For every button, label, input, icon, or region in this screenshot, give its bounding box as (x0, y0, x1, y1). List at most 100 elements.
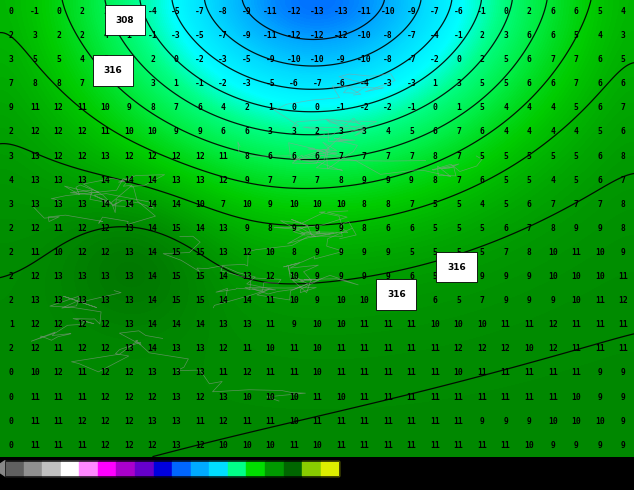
Text: 10: 10 (313, 368, 322, 377)
Text: 13: 13 (54, 296, 63, 305)
Text: 12: 12 (54, 320, 63, 329)
Text: 9: 9 (385, 175, 391, 185)
Text: 7: 7 (621, 103, 626, 112)
Text: 1: 1 (127, 31, 131, 40)
Text: -30: -30 (74, 478, 86, 484)
Text: 9: 9 (268, 200, 273, 209)
Text: -1: -1 (30, 7, 40, 16)
Text: 10: 10 (313, 344, 322, 353)
Text: 8: 8 (150, 103, 155, 112)
Text: 12: 12 (195, 151, 205, 161)
Text: 9: 9 (503, 296, 508, 305)
Text: 12: 12 (77, 320, 87, 329)
Text: 8: 8 (32, 79, 37, 88)
Text: -10: -10 (357, 55, 372, 64)
Text: 5: 5 (503, 200, 508, 209)
Text: 9: 9 (527, 416, 531, 426)
Text: 5: 5 (456, 224, 461, 233)
Text: 11: 11 (383, 320, 393, 329)
Text: 12: 12 (77, 224, 87, 233)
Text: 4: 4 (550, 127, 555, 136)
Text: -7: -7 (218, 31, 228, 40)
Text: 11: 11 (406, 344, 417, 353)
Text: 8: 8 (339, 175, 343, 185)
Text: 14: 14 (171, 200, 181, 209)
Text: 15: 15 (195, 272, 205, 281)
Text: 13: 13 (101, 272, 110, 281)
Text: 11: 11 (30, 103, 40, 112)
Bar (191, 461, 209, 476)
Text: 12: 12 (195, 441, 205, 450)
Text: -1: -1 (454, 31, 463, 40)
Text: 4: 4 (597, 31, 602, 40)
Text: 10: 10 (242, 441, 252, 450)
Text: 7: 7 (550, 55, 555, 64)
Text: -7: -7 (406, 55, 417, 64)
Text: 10: 10 (242, 392, 252, 402)
Text: 10: 10 (266, 248, 275, 257)
Text: 6: 6 (385, 224, 391, 233)
Text: -6: -6 (454, 7, 463, 16)
Text: 13: 13 (77, 296, 87, 305)
Text: 11: 11 (454, 441, 463, 450)
Text: 9: 9 (385, 248, 391, 257)
Text: 3: 3 (621, 31, 626, 40)
Text: 6: 6 (527, 55, 531, 64)
Text: 7: 7 (9, 79, 14, 88)
Text: -12: -12 (333, 31, 348, 40)
Text: 4: 4 (503, 127, 508, 136)
Text: 14: 14 (195, 224, 205, 233)
Text: 12: 12 (77, 344, 87, 353)
Text: -5: -5 (195, 31, 205, 40)
Text: 42: 42 (298, 478, 306, 484)
Text: 3: 3 (150, 79, 155, 88)
Text: 5: 5 (503, 55, 508, 64)
Text: 13: 13 (242, 272, 252, 281)
Text: -10: -10 (380, 7, 395, 16)
Text: -8: -8 (383, 31, 393, 40)
Text: 5: 5 (527, 175, 531, 185)
Text: 4: 4 (527, 103, 531, 112)
Text: 5: 5 (574, 103, 579, 112)
Text: -12: -12 (287, 7, 301, 16)
Text: 11: 11 (336, 368, 346, 377)
Text: 12: 12 (548, 344, 557, 353)
Text: 11: 11 (359, 441, 369, 450)
Text: 5: 5 (621, 55, 626, 64)
Text: 13: 13 (195, 344, 205, 353)
Text: 12: 12 (30, 272, 40, 281)
Text: 10: 10 (266, 344, 275, 353)
Text: 14: 14 (124, 200, 134, 209)
Text: -5: -5 (171, 7, 181, 16)
Text: 6: 6 (550, 79, 555, 88)
Text: 13: 13 (124, 320, 134, 329)
Text: 14: 14 (148, 296, 157, 305)
Text: 11: 11 (430, 344, 440, 353)
Text: 11: 11 (524, 320, 534, 329)
Text: -3: -3 (406, 79, 417, 88)
Text: -2: -2 (218, 79, 228, 88)
Text: 13: 13 (218, 248, 228, 257)
Bar (321, 461, 339, 476)
Text: 4: 4 (479, 200, 484, 209)
Text: 9: 9 (9, 103, 14, 112)
Text: 4: 4 (385, 127, 391, 136)
Text: 11: 11 (571, 248, 581, 257)
Text: 10: 10 (313, 441, 322, 450)
Text: -12: -12 (310, 31, 325, 40)
Text: 12: 12 (30, 127, 40, 136)
Text: 7: 7 (479, 296, 484, 305)
Text: -10: -10 (287, 55, 301, 64)
Text: 6: 6 (479, 127, 484, 136)
Text: 6: 6 (432, 296, 437, 305)
Text: 12: 12 (30, 224, 40, 233)
Text: 14: 14 (101, 175, 110, 185)
Text: 5: 5 (479, 79, 484, 88)
Text: 6: 6 (621, 127, 626, 136)
Text: -48: -48 (18, 478, 30, 484)
Text: 9: 9 (315, 272, 320, 281)
Text: 11: 11 (477, 392, 487, 402)
Text: 30: 30 (261, 478, 269, 484)
Text: 14: 14 (148, 175, 157, 185)
Text: 5: 5 (479, 151, 484, 161)
